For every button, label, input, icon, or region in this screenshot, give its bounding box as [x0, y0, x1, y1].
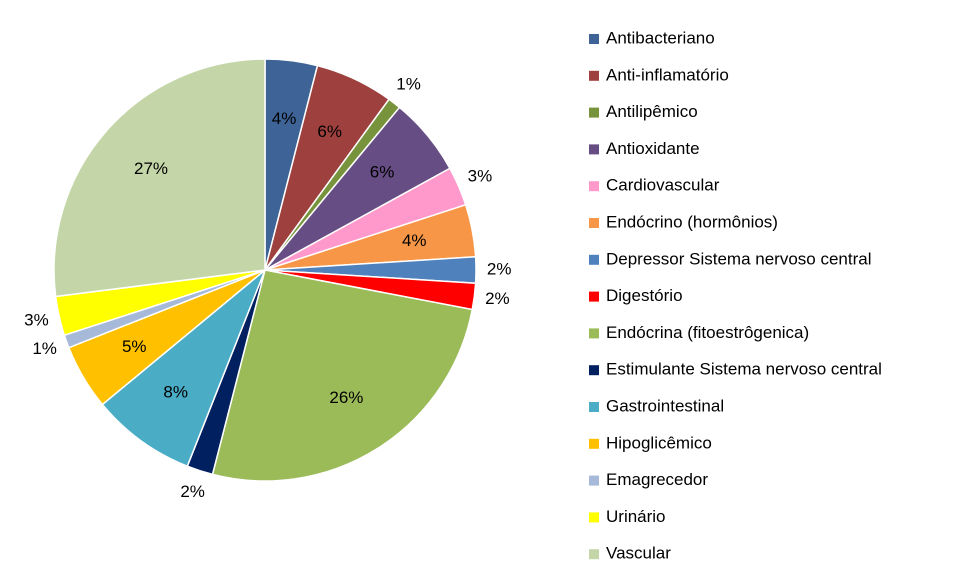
pie-slice [53, 58, 266, 298]
data-label: 1% [396, 74, 421, 93]
data-label: 2% [180, 482, 205, 501]
legend-label: Antilipêmico [606, 102, 698, 121]
data-label: 26% [329, 388, 363, 407]
data-label: 4% [402, 231, 427, 250]
data-label: 3% [468, 166, 493, 185]
pie-slice [211, 269, 474, 482]
legend-label: Digestório [606, 286, 683, 305]
legend-marker [589, 438, 599, 449]
legend-marker [589, 70, 599, 81]
legend-label: Emagrecedor [606, 470, 708, 489]
legend-marker [589, 512, 599, 523]
legend-label: Gastrointestinal [606, 396, 724, 415]
legend-marker [589, 144, 599, 155]
legend-label: Cardiovascular [606, 176, 720, 195]
legend-label: Urinário [606, 507, 666, 526]
data-label: 1% [32, 339, 57, 358]
data-label: 2% [485, 289, 510, 308]
legend-marker [589, 549, 599, 560]
legend-marker [589, 107, 599, 118]
data-label: 4% [272, 109, 297, 128]
data-label: 8% [163, 382, 188, 401]
legend-marker [589, 218, 599, 228]
legend-marker [589, 181, 599, 192]
legend-marker [589, 291, 599, 302]
legend-marker [589, 254, 599, 265]
data-label: 6% [317, 122, 342, 141]
legend-marker [589, 328, 599, 339]
data-label: 27% [134, 159, 168, 178]
legend-label: Depressor Sistema nervoso central [606, 249, 872, 268]
legend-label: Antioxidante [606, 139, 700, 158]
legend-marker [589, 34, 599, 44]
legend-marker [589, 475, 599, 486]
legend-label: Estimulante Sistema nervoso central [606, 360, 882, 379]
legend-label: Hipoglicêmico [606, 433, 712, 452]
data-label: 6% [370, 163, 395, 182]
pie-slice [101, 269, 266, 468]
legend-label: Anti-inflamatório [606, 65, 729, 84]
legend-label: Antibacteriano [606, 28, 715, 47]
data-label: 3% [24, 311, 49, 330]
data-label: 5% [122, 337, 147, 356]
legend-marker [589, 365, 599, 376]
legend-label: Endócrino (hormônios) [606, 212, 778, 231]
legend-marker [589, 402, 599, 412]
data-label: 2% [487, 259, 512, 278]
legend-label: Endócrina (fitoestrôgenica) [606, 323, 809, 342]
legend-label: Vascular [606, 544, 671, 563]
